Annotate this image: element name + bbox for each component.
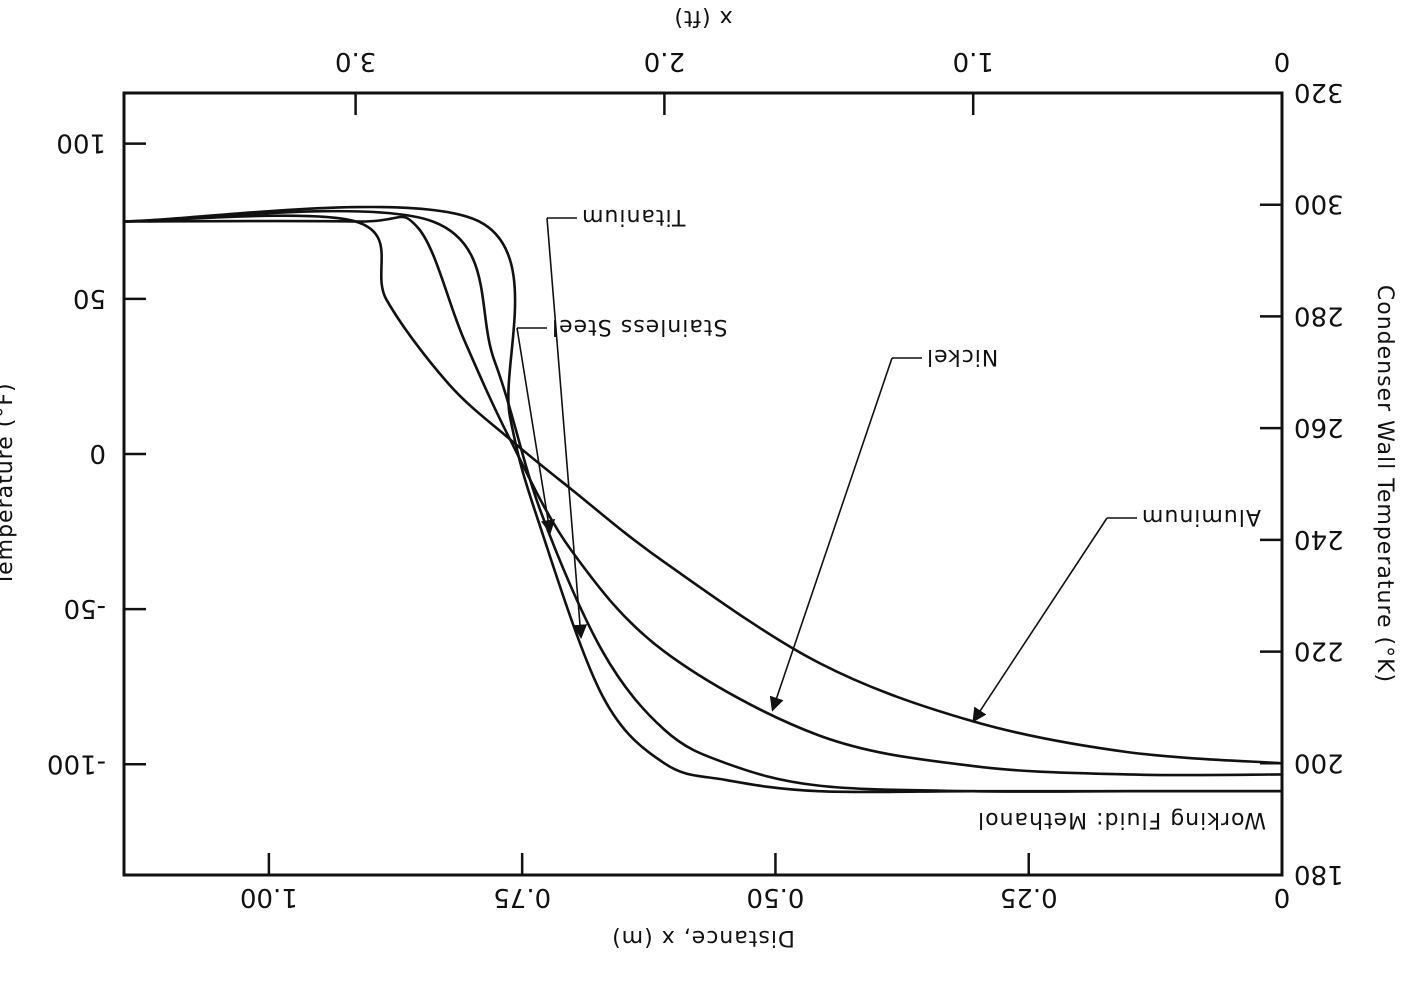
x-m-tick-label: 0.25	[1000, 882, 1058, 912]
y-f-tick-label: -50	[64, 593, 106, 623]
series-line-nickel	[123, 215, 1283, 777]
x-ft-tick-label: 2.0	[644, 46, 685, 76]
y-k-tick-label: 240	[1294, 524, 1344, 554]
series-label-titanium: Titanium	[581, 204, 686, 229]
y-k-tick-label: 260	[1294, 412, 1344, 442]
y-k-tick-label: 220	[1294, 636, 1344, 666]
y-k-tick-label: 180	[1294, 859, 1344, 889]
y-f-tick-label: 0	[89, 438, 106, 468]
y-k-tick-label: 280	[1294, 300, 1344, 330]
rotated-figure-group: 0 1.0 2.0 3.0 0 0.25 0.50 0.75 1.00 180 200 220 240 2…	[0, 5, 1397, 950]
series-label-nickel: Nickel	[926, 344, 998, 369]
y-f-axis-title: Temperature (°F)	[0, 382, 18, 586]
working-fluid-note: Working Fluid: Methanol	[977, 807, 1266, 832]
x-m-tick-label: 0.50	[746, 882, 804, 912]
series-line-titanium	[123, 205, 1282, 794]
y-k-axis-title: Condenser Wall Temperature (°K)	[1372, 285, 1397, 683]
y-f-tick-label: 50	[73, 283, 106, 313]
x-ft-axis-title: x (ft)	[673, 5, 732, 30]
series-label-aluminum: Aluminum	[1141, 504, 1261, 529]
x-m-tick-label: 0	[1274, 882, 1291, 912]
y-f-tick-label: -100	[47, 748, 106, 778]
leader-arrow-nickel	[769, 357, 893, 712]
x-m-tick-label: 0.75	[493, 882, 551, 912]
leader-arrow-aluminum	[972, 517, 1108, 723]
x-ft-tick-label: 1.0	[953, 46, 994, 76]
y-k-tick-label: 320	[1294, 77, 1344, 107]
plot-frame	[122, 91, 1284, 877]
y-k-tick-label: 300	[1294, 189, 1344, 219]
leader-arrow-titanium	[546, 217, 588, 640]
series-line-stainless-steel	[123, 209, 1282, 793]
x-m-axis-title: Distance, x (m)	[611, 925, 795, 950]
y-k-tick-label: 200	[1294, 747, 1344, 777]
x-ft-tick-label: 0	[1274, 46, 1291, 76]
series-line-aluminum	[123, 214, 1283, 765]
leader-arrow-stainless-steel	[516, 327, 556, 535]
series-label-stainless-steel: Stainless Steel	[551, 314, 727, 339]
x-ft-tick-label: 3.0	[335, 46, 376, 76]
y-f-tick-label: 100	[56, 128, 106, 158]
x-m-tick-label: 1.00	[240, 882, 298, 912]
